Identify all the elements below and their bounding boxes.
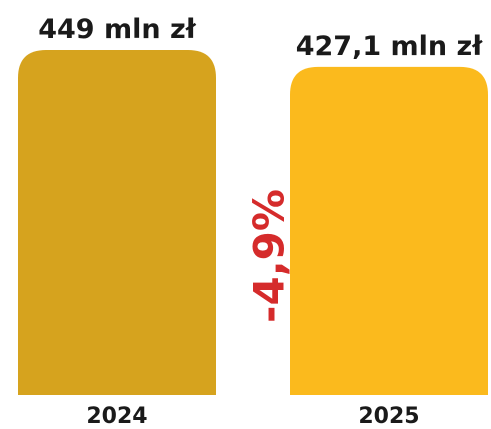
value-label-2024: 449 mln zł [38,14,196,45]
category-label-2025: 2025 [358,404,419,429]
value-label-2025: 427,1 mln zł [296,31,484,62]
category-label-2024: 2024 [86,404,147,429]
bars [18,50,488,395]
bar-2025 [290,66,488,395]
change-percent-label: -4,9% [245,189,294,323]
labels: 449 mln zł 2024 427,1 mln zł 2025 [38,14,483,429]
bar-2024 [18,50,216,395]
